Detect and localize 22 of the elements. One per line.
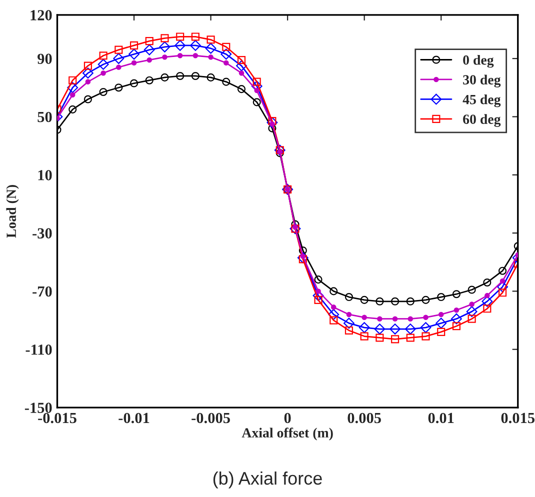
legend-label: 45 deg (462, 94, 501, 108)
x-tick-label: 0.005 (348, 412, 381, 424)
x-tick-label: 0.01 (428, 412, 454, 424)
x-axis-title: Axial offset (m) (242, 428, 333, 440)
x-tick-label: -0.01 (118, 412, 150, 424)
y-tick-label: 50 (38, 112, 52, 122)
y-tick-label: -110 (26, 344, 52, 355)
x-tick-label: 0 (284, 412, 291, 424)
text: (b) Axial force (213, 471, 322, 488)
y-tick-label: 120 (30, 10, 52, 20)
x-tick-label: -0.015 (38, 412, 76, 424)
y-tick-label: -150 (24, 402, 52, 413)
legend-label: 30 deg (463, 74, 501, 88)
y-tick-label: 10 (38, 170, 52, 180)
legend-label: 60 deg (463, 114, 501, 127)
y-tick-label: -30 (32, 228, 52, 238)
y-axis-title: Load (N) (6, 185, 19, 238)
legend-label: 0 deg (463, 54, 494, 68)
y-tick-label: 90 (38, 54, 52, 64)
x-tick-label: -0.005 (192, 412, 230, 424)
x-tick-label: 0.015 (501, 412, 535, 424)
y-tick-label: -70 (32, 286, 52, 297)
